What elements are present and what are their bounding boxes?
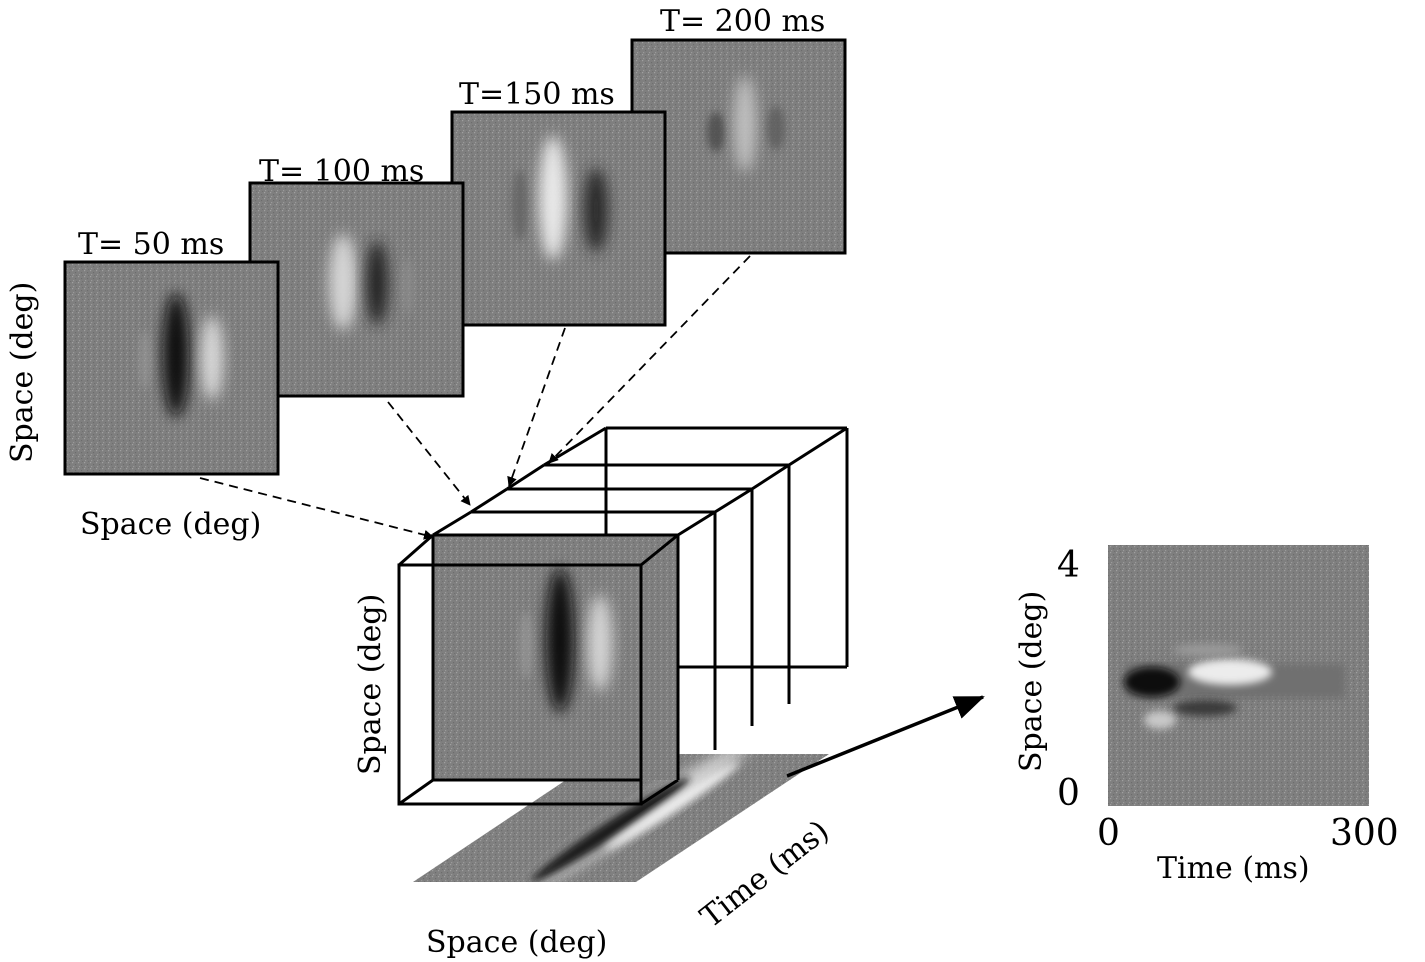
xt-x-axis-label: Time (ms) — [1157, 851, 1310, 886]
cube-front-frame — [431, 533, 678, 782]
arrow-frame-t50 — [199, 477, 434, 540]
frame-label-t100: T= 100 ms — [259, 154, 425, 189]
cube-bottom-space-label: Space (deg) — [426, 925, 608, 960]
xt-y-max-tick: 4 — [1057, 545, 1080, 586]
projection-arrows — [199, 255, 751, 540]
xt-y-min-tick: 0 — [1057, 773, 1080, 814]
frame-label-t150: T=150 ms — [459, 77, 615, 112]
xt-x-max-tick: 300 — [1330, 813, 1399, 854]
frame-x-axis-label: Space (deg) — [80, 507, 262, 542]
cube-y-axis-label: Space (deg) — [353, 593, 388, 775]
frame-t50 — [63, 260, 280, 476]
cube-front-edges — [399, 533, 680, 804]
frame-y-axis-label: Space (deg) — [5, 281, 40, 463]
frame-label-t200: T= 200 ms — [660, 4, 826, 39]
xt-x-min-tick: 0 — [1097, 813, 1120, 854]
arrow-frame-t150 — [507, 327, 566, 487]
arrow-frame-t200 — [548, 255, 751, 464]
xt-y-axis-label: Space (deg) — [1014, 590, 1049, 772]
xt-plot — [1108, 545, 1369, 806]
frame-t150 — [450, 110, 667, 327]
arrow-frame-t100 — [387, 401, 471, 506]
frame-t100 — [248, 181, 465, 398]
space-time-slab — [413, 754, 829, 882]
frame-label-t50: T= 50 ms — [78, 227, 225, 262]
arrow-to-xt-plot — [786, 695, 985, 778]
